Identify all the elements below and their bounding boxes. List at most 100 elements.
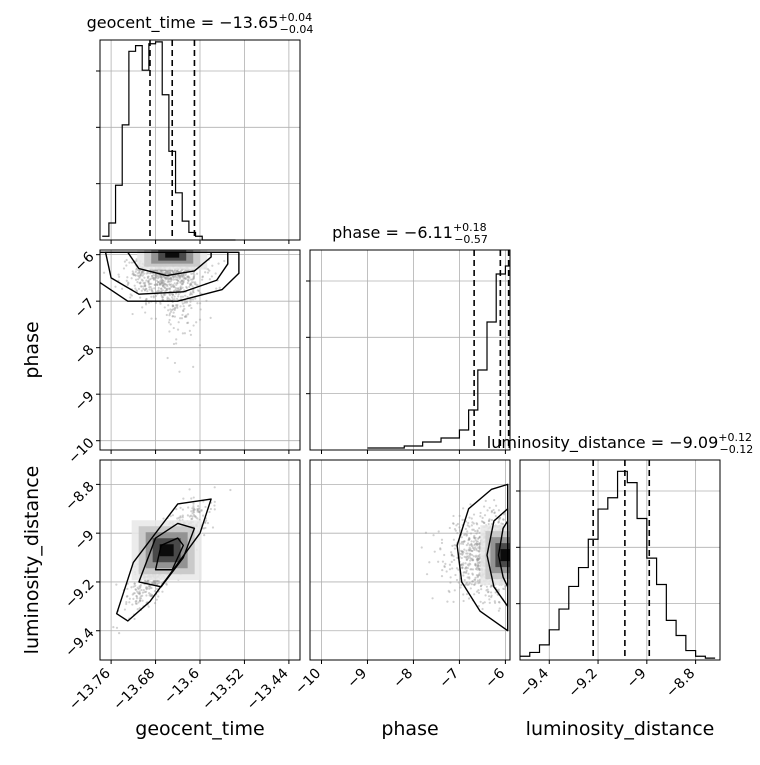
sample-point [130,294,134,297]
sample-point [142,287,145,290]
sample-point [155,598,158,601]
sample-point [171,308,174,312]
sample-point [153,601,157,605]
sample-point [176,517,179,520]
sample-point [144,281,147,284]
sample-point [443,565,446,569]
sample-point [160,276,163,279]
sample-point [479,584,483,587]
sample-point [169,323,172,326]
sample-point [182,281,185,284]
sample-point [153,582,157,586]
sample-point [189,514,193,517]
density-content [100,250,240,373]
sample-point [470,524,473,527]
sample-point [172,311,175,314]
sample-point [141,270,144,274]
sample-point [469,547,472,550]
sample-point [471,580,474,583]
sample-point [179,287,182,290]
sample-point [183,276,186,279]
hist-phase-hgrid [306,280,510,395]
sample-point [176,328,180,331]
sample-point [186,275,189,278]
sample-point [159,275,162,278]
sample-point [148,584,151,588]
sample-point [164,293,167,296]
sample-point [461,518,464,521]
sample-point [141,279,144,282]
sample-point [196,509,199,512]
sample-point [192,507,195,510]
sample-point [202,514,205,517]
sample-point [146,275,149,279]
sample-point [135,595,138,598]
sample-point [483,601,486,604]
sample-point [161,590,164,593]
sample-point [159,271,162,274]
sample-point [460,583,463,587]
sample-point [199,308,202,311]
sample-point [162,285,165,288]
sample-point [156,283,159,287]
sample-point [176,279,179,282]
sample-point [141,594,144,597]
sample-point [437,530,440,533]
sample-point [184,277,187,280]
sample-point [466,583,469,587]
sample-point [154,276,157,279]
sample-point [493,499,496,502]
sample-point [469,532,473,535]
sample-point [468,546,471,549]
sample-point [192,509,195,512]
sample-point [156,275,160,278]
sample-point [459,586,462,589]
sample-point [167,297,170,300]
sample-point [171,285,174,288]
sample-point [471,572,474,575]
sample-point [153,277,156,280]
sample-point [147,282,150,285]
sample-point [140,271,143,274]
sample-point [160,277,163,281]
sample-point [176,282,179,285]
sample-point [197,504,200,508]
sample-point [448,590,451,594]
sample-point [189,283,192,286]
sample-point [155,282,158,286]
sample-point [187,279,190,282]
sample-point [160,295,163,298]
sample-point [151,274,154,278]
sample-point [179,270,182,273]
sample-point [138,271,141,275]
sample-point [503,587,506,591]
sample-point [167,277,170,280]
sample-point [182,281,185,284]
hist-luminosity_distance-frame [519,459,721,661]
sample-point [179,275,182,278]
sample-point [136,590,139,593]
sample-point [145,580,148,583]
sample-point [466,552,469,555]
sample-point [470,549,474,552]
sample-point [467,597,471,600]
sample-point [462,574,465,577]
sample-point [139,585,142,588]
sample-point [173,275,177,278]
sample-point [177,289,181,292]
sample-point [173,295,176,298]
sample-point [476,540,479,543]
sample-point [178,370,181,373]
sample-point [195,283,198,286]
sample-point [157,281,160,284]
sample-point [172,304,175,308]
sample-point [195,272,199,275]
sample-point [472,522,475,525]
sample-point [484,594,487,597]
sample-point [486,509,489,512]
sample-point [171,315,174,318]
sample-point [193,515,196,518]
sample-point [481,607,484,611]
sample-point [454,529,457,532]
sample-point [474,554,478,557]
